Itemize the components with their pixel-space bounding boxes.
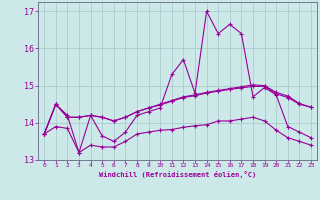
X-axis label: Windchill (Refroidissement éolien,°C): Windchill (Refroidissement éolien,°C) <box>99 171 256 178</box>
